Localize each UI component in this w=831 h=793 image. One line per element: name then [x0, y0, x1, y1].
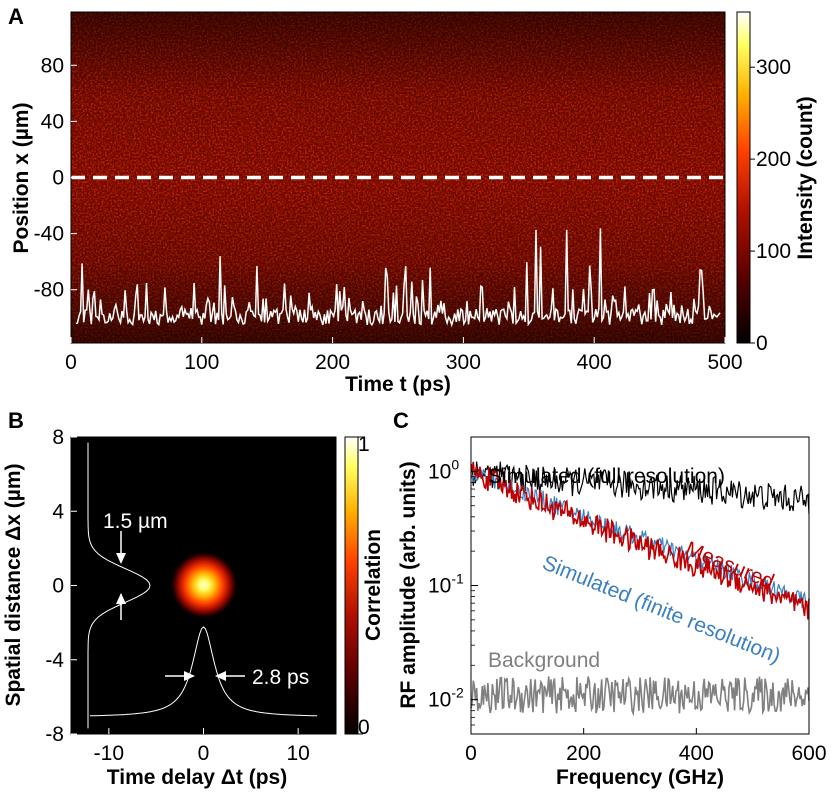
panel-a-x-ticks: 0 100 200 300 400 500 — [65, 337, 743, 374]
panel-a-vignette — [71, 12, 725, 343]
a-x-tick-label: 0 — [65, 351, 77, 374]
c-x-tick-label: 400 — [679, 742, 714, 765]
b-colorbar-tick-label: 0 — [358, 716, 370, 739]
series-label-simulated-full: Simulated (full resolution) — [488, 465, 725, 488]
panel-a-colorbar-ticks: 300 200 100 0 — [750, 56, 791, 355]
c-x-tick-label: 600 — [791, 742, 826, 765]
b-x-tick-label: 10 — [286, 742, 309, 765]
a-x-tick-label: 500 — [707, 351, 742, 374]
b-x-tick-label: -10 — [94, 742, 124, 765]
a-x-tick-label: 200 — [315, 351, 350, 374]
panel-b-heatmap: 1.5 µm 2.8 ps -10 0 10 840-4-8 Time delay … — [2, 426, 385, 789]
a-x-tick-label: 300 — [446, 351, 481, 374]
panel-a-y-label: Position x (µm) — [10, 103, 33, 254]
series-line-measured — [470, 461, 810, 620]
panel-c-series — [470, 461, 810, 717]
b-colorbar-tick-label: 1 — [358, 433, 370, 456]
panel-b-y-ticks: 8 4 0 -4 -8 — [45, 426, 77, 746]
series-line-background — [470, 675, 810, 717]
a-y-tick-label: -80 — [34, 279, 64, 302]
c-x-tick-label: 0 — [465, 742, 477, 765]
panel-c-x-label: Frequency (GHz) — [556, 766, 724, 789]
a-colorbar-tick-label: 300 — [756, 56, 791, 79]
spatial-profile-curve — [87, 442, 151, 729]
b-y-tick-label: 0 — [52, 575, 64, 598]
spatial-width-label: 1.5 µm — [103, 510, 168, 533]
a-colorbar-tick-label: 100 — [756, 240, 791, 263]
panel-label-c: C — [393, 408, 409, 433]
panel-c-y-label: RF amplitude (arb. units) — [397, 461, 420, 708]
temporal-profile-curve — [89, 626, 318, 717]
panel-b-x-label: Time delay Δt (ps) — [107, 766, 287, 789]
panel-c-line-chart: Simulated (full resolution) Measured Sim… — [397, 436, 827, 789]
panel-a-colorbar-label: Intensity (count) — [794, 96, 817, 259]
a-y-tick-label: 0 — [52, 167, 64, 190]
b-y-tick-label: 8 — [52, 426, 64, 449]
c-y-tick-label: 10-2 — [428, 685, 464, 712]
series-label-background: Background — [488, 649, 600, 672]
spatial-width-arrowhead-top — [116, 553, 126, 564]
panel-b-colorbar — [344, 436, 359, 735]
panel-a-x-label: Time t (ps) — [345, 373, 451, 396]
intensity-trace — [75, 228, 721, 328]
b-y-tick-label: -4 — [45, 649, 64, 672]
series-line-simulated-full-resolution — [470, 461, 810, 515]
temporal-width-arrowhead-left — [184, 671, 195, 681]
a-colorbar-tick-label: 0 — [756, 332, 768, 355]
a-y-tick-label: -40 — [34, 223, 64, 246]
panel-b-colorbar-ticks: 10 — [358, 433, 370, 739]
a-colorbar-tick-label: 200 — [756, 148, 791, 171]
a-x-tick-label: 100 — [184, 351, 219, 374]
panel-b-y-label: Spatial distance Δx (µm) — [2, 463, 25, 706]
c-x-tick-label: 200 — [566, 742, 601, 765]
c-y-tick-label: 100 — [428, 456, 459, 483]
spatial-width-arrowhead-bottom — [116, 593, 126, 604]
panel-label-b: B — [8, 408, 24, 433]
temporal-width-arrowhead-right — [215, 671, 226, 681]
b-y-tick-label: 4 — [52, 500, 64, 523]
panel-b-colorbar-label: Correlation — [362, 529, 385, 641]
b-x-tick-label: 0 — [198, 742, 210, 765]
panel-b-x-ticks: -10 0 10 — [94, 728, 310, 765]
panel-label-a: A — [8, 4, 24, 29]
panel-c-x-ticks: 0 200 400 600 — [465, 728, 827, 765]
panel-c-y-ticks: 100 10-1 10-2 — [428, 436, 478, 735]
c-y-tick-label: 10-1 — [428, 571, 464, 598]
panel-a-y-ticks: 80 40 0 -40 -80 — [34, 54, 77, 302]
panel-a-colorbar — [736, 11, 751, 344]
a-y-tick-label: 40 — [41, 110, 64, 133]
b-y-tick-label: -8 — [45, 723, 64, 746]
a-y-tick-label: 80 — [41, 54, 64, 77]
a-x-tick-label: 400 — [577, 351, 612, 374]
temporal-width-label: 2.8 ps — [252, 666, 309, 689]
correlation-peak — [170, 551, 238, 619]
